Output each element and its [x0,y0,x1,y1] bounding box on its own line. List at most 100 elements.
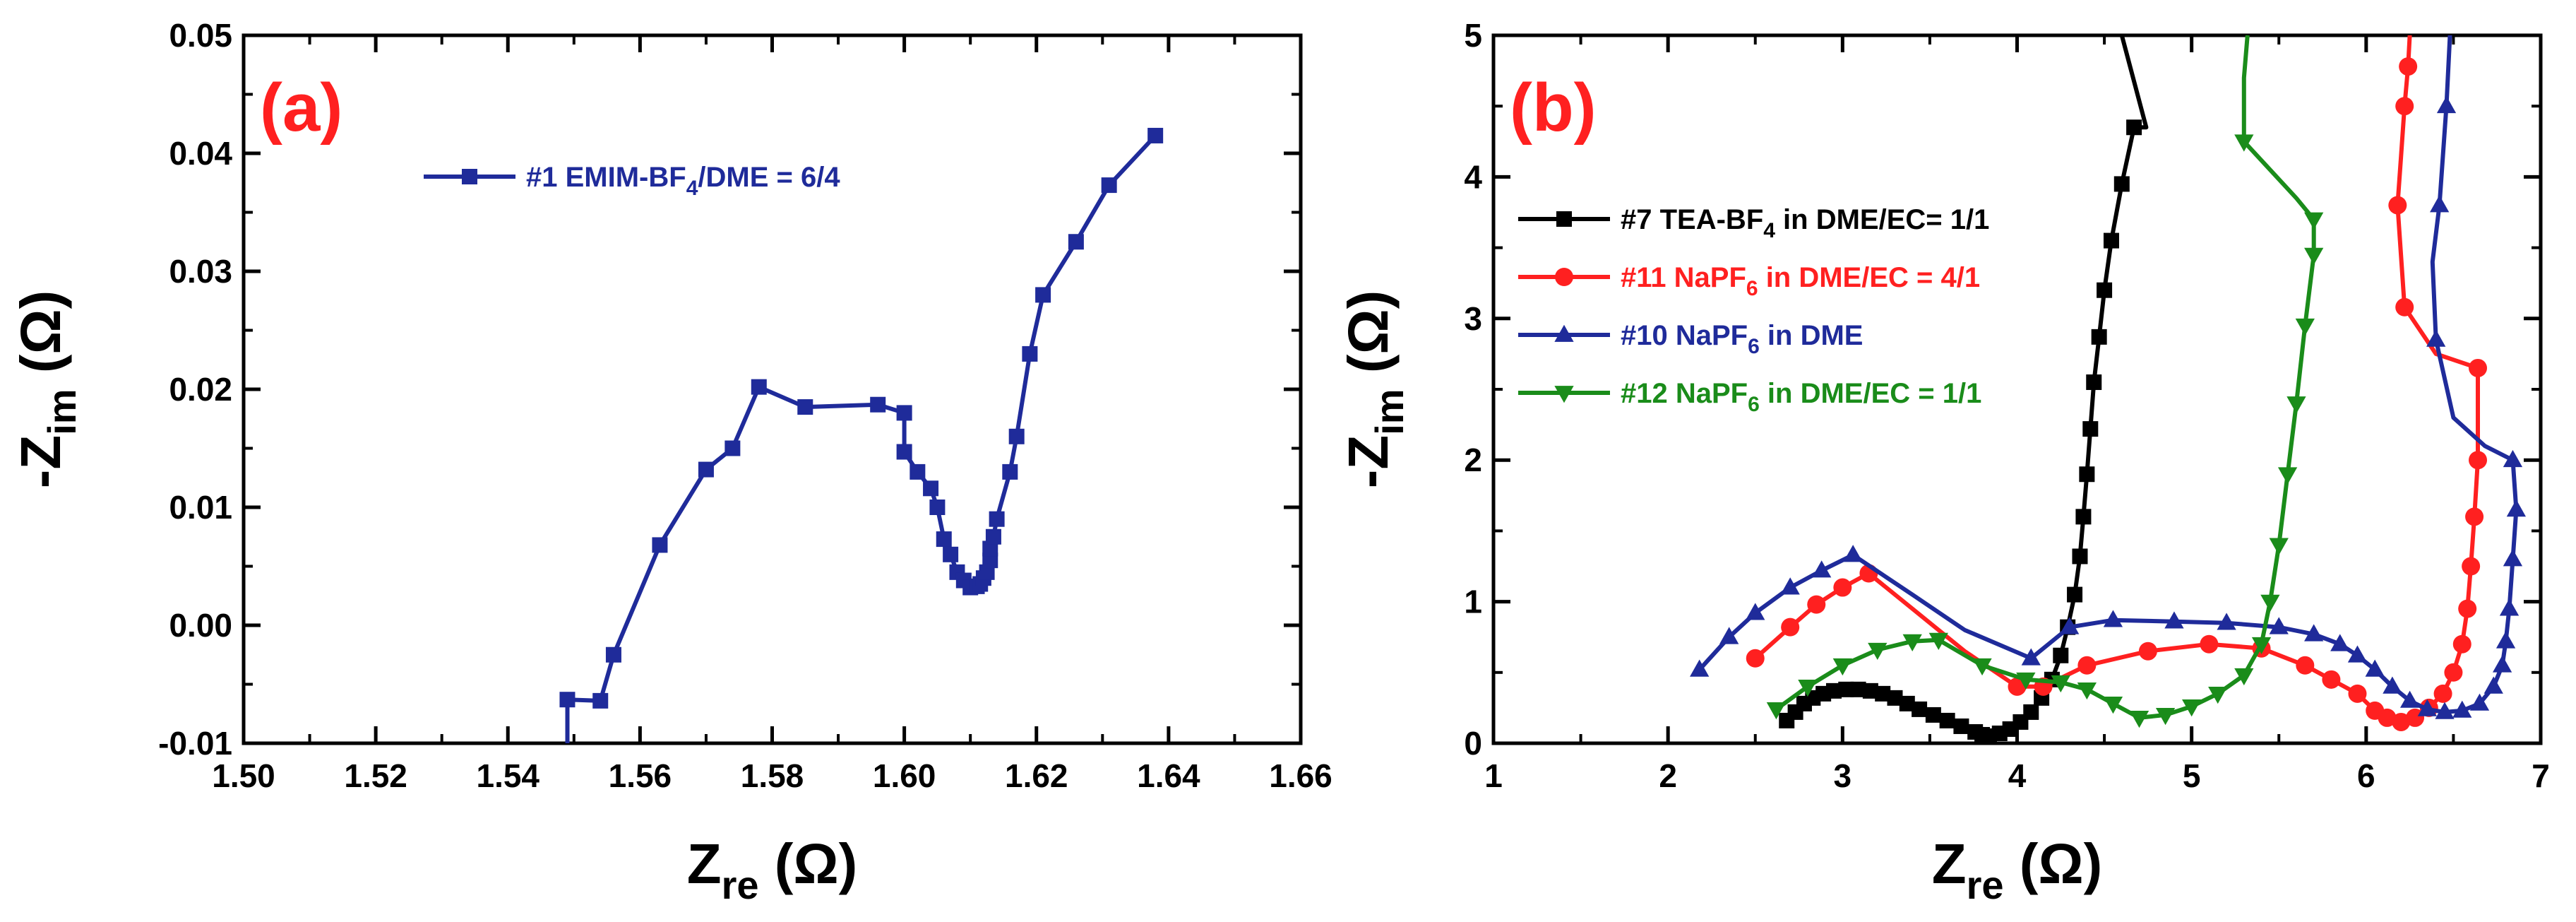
data-point [2304,247,2324,265]
data-point [2444,663,2463,682]
x-tick-label: 1.64 [1137,757,1200,794]
data-point [2378,708,2397,727]
data-point [2469,693,2490,711]
data-point [1838,681,1854,697]
data-point [2426,329,2446,347]
data-point [2496,631,2516,649]
data-point [896,405,912,421]
y-tick-label: 0 [1464,725,1482,762]
data-point [2051,675,2070,693]
data-point [2506,500,2527,517]
y-tick-label: 0.01 [169,489,232,526]
data-point [2499,598,2520,616]
data-point [2296,656,2315,675]
y-tick-label: 0.03 [169,253,232,290]
data-point [2452,700,2472,718]
data-point [2208,686,2228,704]
x-tick-label: 1 [1484,757,1503,794]
data-point [2392,712,2411,731]
data-point [2075,509,2092,525]
data-point [698,461,714,478]
data-point [605,646,621,663]
legend-marker [462,169,477,184]
data-point [1812,560,1832,578]
data-point [1868,642,1888,661]
data-point [1780,577,1800,595]
legend-marker [1555,268,1573,286]
data-point [896,444,912,460]
data-point [2103,232,2119,249]
data-point [2483,676,2503,694]
x-axis-title: Zre (Ω) [687,832,857,907]
data-point [979,564,995,580]
legend-label: #10 NaPF6 in DME [1621,320,1863,358]
data-point [2295,318,2315,336]
data-point [1925,707,1941,723]
data-point [1825,682,1842,699]
data-point [870,396,886,413]
data-point [1002,463,1018,480]
data-point [2433,684,2452,703]
data-point [2077,656,2097,675]
data-point [1746,603,1765,620]
data-point [2330,634,2350,651]
data-point [2436,95,2457,114]
x-tick-label: 1.62 [1005,757,1068,794]
data-point [2023,704,2039,720]
data-point [1887,690,1903,706]
data-point [923,480,939,497]
data-point [2304,624,2324,642]
data-point [1807,595,1826,614]
y-axis-title: -Zim (Ω) [9,290,84,489]
data-point [2103,696,2123,714]
panel-label: (a) [260,70,342,146]
y-tick-label: 0.04 [169,135,232,172]
data-point [592,692,609,709]
data-point [2435,702,2455,719]
y-tick-label: 5 [1464,17,1482,54]
legend-marker [1554,386,1574,403]
x-tick-label: 5 [2183,757,2201,794]
data-point [1912,701,1928,717]
data-point [2469,451,2488,470]
data-point [751,379,767,395]
data-point [910,463,926,480]
data-point [1875,685,1891,702]
data-point [2388,196,2407,215]
data-point [929,500,946,515]
plot-area [559,127,1164,769]
data-point [2021,648,2041,666]
plot-area [1690,35,2527,743]
data-point [2395,297,2414,317]
x-tick-label: 1.50 [212,757,275,794]
panel-label: (b) [1510,70,1597,146]
data-point [2458,599,2477,618]
data-point [2097,282,2113,298]
data-point [2277,467,2298,485]
x-tick-label: 1.60 [873,757,936,794]
data-point [2164,611,2184,629]
data-point [2155,708,2176,726]
data-point [1843,545,1863,562]
series-line [1785,35,2149,738]
data-point [2060,617,2080,634]
x-tick-label: 1.52 [344,757,407,794]
data-point [2347,645,2368,663]
data-point [1068,234,1084,250]
data-point [2086,374,2102,390]
data-point [985,528,1001,545]
data-point [2269,617,2289,634]
x-tick-label: 2 [1659,757,1677,794]
data-point [559,753,575,769]
data-point [1953,718,1969,734]
y-tick-label: 0.00 [169,607,232,644]
data-point [2503,449,2523,468]
data-point [1939,712,1955,728]
data-point [936,531,952,548]
data-point [2113,176,2130,192]
y-tick-label: 3 [1464,300,1482,337]
data-point [797,399,813,415]
x-tick-label: 1.54 [476,757,539,794]
legend-label: #12 NaPF6 in DME/EC = 1/1 [1621,378,1981,416]
